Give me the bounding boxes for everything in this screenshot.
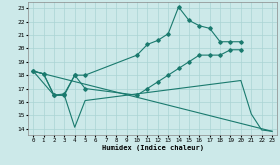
X-axis label: Humidex (Indice chaleur): Humidex (Indice chaleur) [102,145,204,151]
